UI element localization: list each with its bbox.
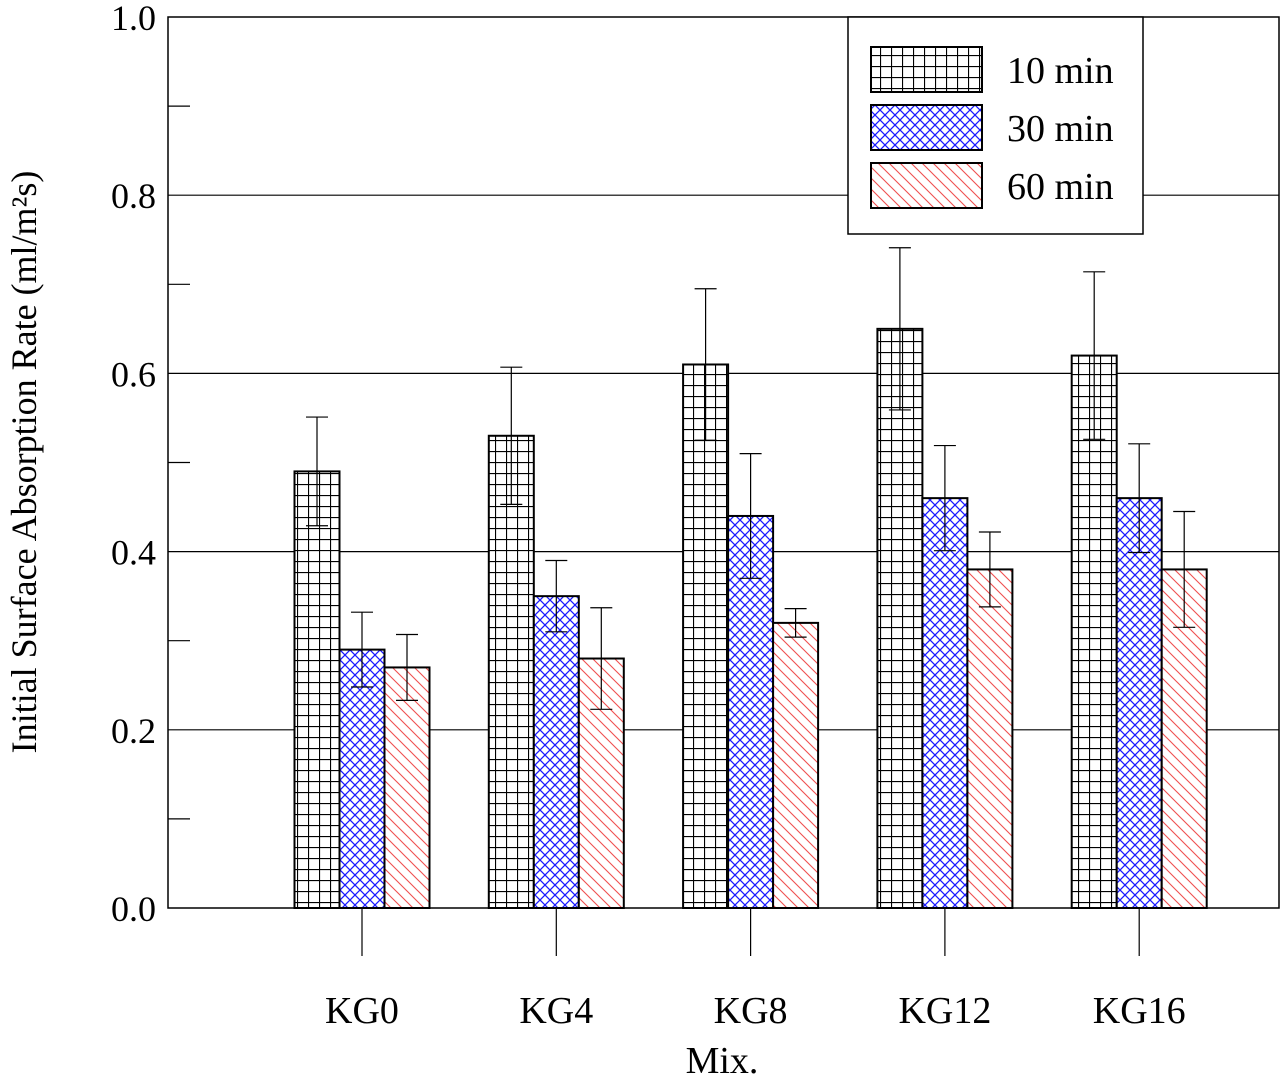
y-axis: 0.0 0.2 0.4 0.6 0.8 1.0 <box>111 0 190 929</box>
bar <box>876 327 924 910</box>
legend-swatch <box>870 104 983 151</box>
y-tick-label: 0.0 <box>111 889 156 929</box>
bar <box>921 497 969 909</box>
x-tick-label: KG8 <box>714 990 788 1032</box>
y-tick-label: 0.2 <box>111 711 156 751</box>
x-tick-label: KG16 <box>1093 990 1186 1032</box>
x-tick-label: KG0 <box>325 990 399 1032</box>
x-axis-label: Mix. <box>686 1040 759 1079</box>
x-axis: KG0 KG4 KG8 KG12 KG16 <box>325 908 1186 1032</box>
x-tick-label: KG12 <box>898 990 991 1032</box>
y-tick-label: 0.6 <box>111 354 156 394</box>
y-axis-label: Initial Surface Absorption Rate (ml/m²s) <box>4 171 44 754</box>
bar <box>1115 497 1163 909</box>
y-tick-label: 0.4 <box>111 533 156 573</box>
bar <box>966 568 1014 909</box>
legend-label: 60 min <box>1007 166 1114 208</box>
bars <box>293 247 1208 910</box>
bar <box>532 595 580 910</box>
y-tick-label: 1.0 <box>111 0 156 38</box>
legend-label: 30 min <box>1007 108 1114 150</box>
legend-swatch <box>870 162 983 209</box>
bar <box>383 666 431 909</box>
y-tick-label: 0.8 <box>111 176 156 216</box>
legend-swatch <box>870 46 983 93</box>
legend: 10 min 30 min 60 min <box>847 16 1144 235</box>
bar <box>293 470 341 909</box>
legend-label: 10 min <box>1007 50 1114 92</box>
bar <box>772 621 820 909</box>
x-tick-label: KG4 <box>519 990 593 1032</box>
bar <box>487 434 535 909</box>
bar <box>682 363 730 909</box>
bar <box>338 648 386 909</box>
